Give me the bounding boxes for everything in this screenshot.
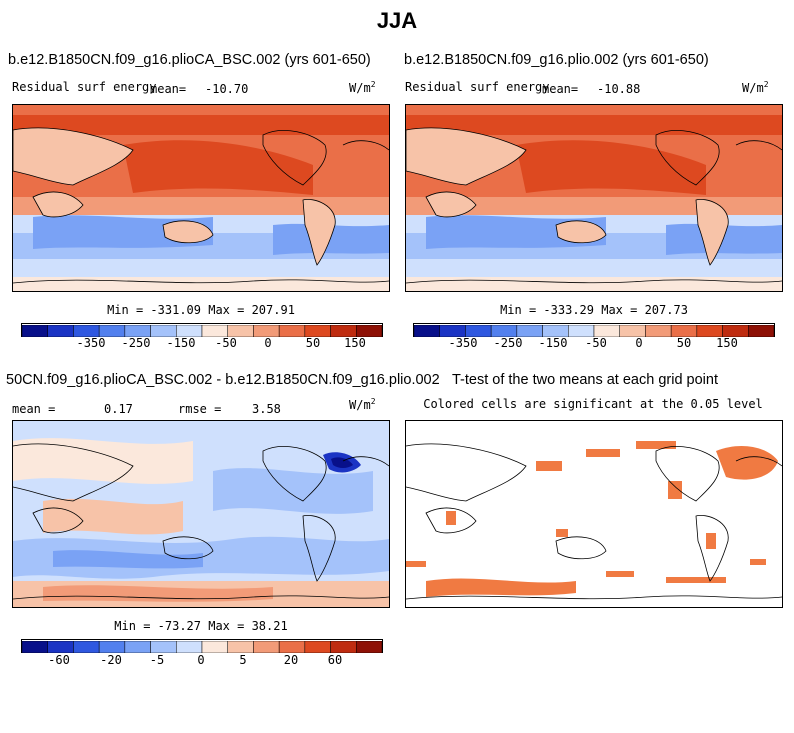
panel3-units: W/m2 xyxy=(349,397,376,412)
panel1-mean-label: mean= xyxy=(150,82,187,96)
panel2-units: W/m2 xyxy=(742,80,769,95)
colorbar-swatch xyxy=(124,640,151,654)
panel1-colorbar-ticks: -350 -250 -150 -50 0 50 150 xyxy=(21,336,381,350)
colorbar-swatch xyxy=(150,640,177,654)
colorbar-tick: -5 xyxy=(149,653,165,667)
panel2-map xyxy=(405,104,783,292)
colorbar-swatch xyxy=(330,640,357,654)
panel4-map xyxy=(405,420,783,608)
colorbar-tick: 60 xyxy=(327,653,343,667)
panel3-title: 50CN.f09_g16.plioCA_BSC.002 - b.e12.B185… xyxy=(6,372,440,388)
colorbar-swatch xyxy=(278,640,306,654)
colorbar-swatch xyxy=(47,640,74,654)
colorbar-swatch xyxy=(176,640,203,654)
panel3-minmax: Min = -73.27 Max = 38.21 xyxy=(114,619,288,633)
colorbar-tick: -50 xyxy=(585,336,607,350)
panel3-colorbar-ticks: -60 -20 -5 0 5 20 60 xyxy=(21,653,381,667)
colorbar-swatch xyxy=(201,640,228,654)
panel4-subtitle: Colored cells are significant at the 0.0… xyxy=(423,397,763,411)
panel1-title: b.e12.B1850CN.f09_g16.plioCA_BSC.002 (yr… xyxy=(8,52,371,68)
colorbar-swatch xyxy=(21,640,48,654)
colorbar-swatch xyxy=(73,640,100,654)
panel1-minmax: Min = -331.09 Max = 207.91 xyxy=(107,303,295,317)
colorbar-swatch xyxy=(253,640,280,654)
colorbar-tick: 20 xyxy=(283,653,299,667)
colorbar-swatch xyxy=(304,640,331,654)
panel1-colorbar xyxy=(21,323,383,338)
colorbar-tick: -50 xyxy=(215,336,237,350)
colorbar-swatch xyxy=(356,640,383,654)
panel3-mean-value: 0.17 xyxy=(104,402,133,416)
panel3-rmse-label: rmse = xyxy=(178,402,222,416)
panel2-colorbar-ticks: -350 -250 -150 -50 0 50 150 xyxy=(413,336,773,350)
colorbar-swatch xyxy=(227,640,254,654)
panel2-minmax: Min = -333.29 Max = 207.73 xyxy=(500,303,688,317)
panel1-map xyxy=(12,104,390,292)
panel3-map xyxy=(12,420,390,608)
colorbar-tick: 50 xyxy=(676,336,692,350)
colorbar-tick: -350 xyxy=(76,336,106,350)
panel3-mean-label: mean = xyxy=(12,402,56,416)
panel1-units: W/m2 xyxy=(349,80,376,95)
panel2-mean-label: mean= xyxy=(542,82,579,96)
colorbar-tick: -350 xyxy=(448,336,478,350)
colorbar-tick: 150 xyxy=(344,336,366,350)
colorbar-tick: -250 xyxy=(493,336,523,350)
colorbar-tick: -150 xyxy=(538,336,568,350)
panel3-colorbar xyxy=(21,639,383,654)
panel2-colorbar xyxy=(413,323,775,338)
page-title: JJA xyxy=(376,8,418,33)
colorbar-tick: -20 xyxy=(100,653,122,667)
colorbar-tick: -150 xyxy=(166,336,196,350)
colorbar-tick: 0 xyxy=(264,336,272,350)
colorbar-tick: 150 xyxy=(716,336,738,350)
panel2-mean-value: -10.88 xyxy=(597,82,641,96)
panel2-var-label: Residual surf energy xyxy=(405,80,550,94)
panel1-var-label: Residual surf energy xyxy=(12,80,157,94)
colorbar-tick: 0 xyxy=(635,336,643,350)
colorbar-tick: 5 xyxy=(239,653,247,667)
panel1-mean-value: -10.70 xyxy=(205,82,249,96)
colorbar-swatch xyxy=(98,640,126,654)
colorbar-tick: -250 xyxy=(121,336,151,350)
colorbar-tick: 50 xyxy=(305,336,321,350)
colorbar-tick: 0 xyxy=(197,653,205,667)
panel4-title: T-test of the two means at each grid poi… xyxy=(452,372,718,388)
panel3-rmse-value: 3.58 xyxy=(252,402,281,416)
colorbar-tick: -60 xyxy=(48,653,70,667)
panel2-title: b.e12.B1850CN.f09_g16.plio.002 (yrs 601-… xyxy=(404,52,709,68)
